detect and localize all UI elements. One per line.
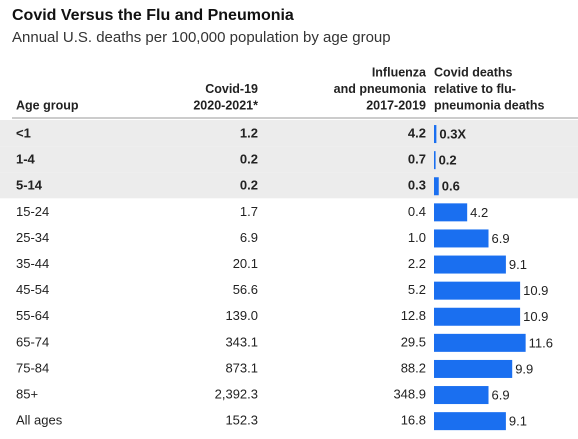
column-header: Age group bbox=[16, 98, 79, 112]
ratio-bar bbox=[434, 255, 506, 274]
ratio-label: 6.9 bbox=[492, 387, 510, 402]
flu-rate: 0.7 bbox=[408, 152, 426, 167]
row-highlight bbox=[0, 146, 578, 173]
age-group: 15-24 bbox=[16, 204, 49, 219]
age-group: 75-84 bbox=[16, 360, 49, 375]
ratio-bar bbox=[434, 281, 521, 300]
column-header: relative to flu- bbox=[434, 82, 516, 96]
covid-rate: 1.7 bbox=[240, 204, 258, 219]
age-group: 5-14 bbox=[16, 178, 43, 193]
row-highlight bbox=[0, 120, 578, 147]
flu-rate: 0.3 bbox=[408, 178, 426, 193]
column-header: Covid-19 bbox=[205, 82, 258, 96]
covid-rate: 152.3 bbox=[225, 413, 258, 428]
column-header: pneumonia deaths bbox=[434, 98, 544, 112]
title: Covid Versus the Flu and Pneumonia bbox=[12, 7, 294, 24]
flu-rate: 88.2 bbox=[401, 360, 426, 375]
flu-rate: 2.2 bbox=[408, 256, 426, 271]
ratio-bar bbox=[434, 125, 437, 144]
ratio-bar bbox=[434, 177, 439, 196]
subtitle: Annual U.S. deaths per 100,000 populatio… bbox=[12, 29, 391, 46]
ratio-bar bbox=[434, 412, 506, 431]
ratio-label: 0.2 bbox=[439, 153, 457, 168]
age-group: 45-54 bbox=[16, 282, 49, 297]
column-header: Influenza bbox=[372, 65, 427, 79]
covid-rate: 343.1 bbox=[225, 334, 258, 349]
ratio-label: 9.9 bbox=[515, 361, 533, 376]
ratio-label: 0.6 bbox=[442, 179, 460, 194]
ratio-label: 11.6 bbox=[529, 335, 553, 350]
ratio-label: 10.9 bbox=[523, 283, 548, 298]
age-group: 85+ bbox=[16, 386, 38, 401]
covid-rate: 6.9 bbox=[240, 230, 258, 245]
covid-rate: 139.0 bbox=[225, 308, 258, 323]
flu-rate: 29.5 bbox=[401, 334, 426, 349]
flu-rate: 4.2 bbox=[408, 125, 426, 140]
age-group: 25-34 bbox=[16, 230, 49, 245]
age-group: 55-64 bbox=[16, 308, 49, 323]
ratio-bar bbox=[434, 359, 513, 378]
ratio-bar bbox=[434, 151, 436, 170]
flu-rate: 16.8 bbox=[401, 413, 426, 428]
ratio-bar bbox=[434, 386, 489, 405]
column-header: Covid deaths bbox=[434, 65, 513, 79]
ratio-label: 9.1 bbox=[509, 257, 527, 272]
covid-rate: 2,392.3 bbox=[215, 386, 258, 401]
ratio-label: 9.1 bbox=[509, 414, 527, 429]
column-header: and pneumonia bbox=[334, 82, 427, 96]
flu-rate: 1.0 bbox=[408, 230, 426, 245]
age-group: All ages bbox=[16, 413, 63, 428]
age-group: 65-74 bbox=[16, 334, 49, 349]
flu-rate: 5.2 bbox=[408, 282, 426, 297]
ratio-label: 0.3X bbox=[439, 126, 466, 141]
covid-rate: 1.2 bbox=[240, 125, 258, 140]
flu-rate: 12.8 bbox=[401, 308, 426, 323]
ratio-bar bbox=[434, 229, 489, 248]
age-group: <1 bbox=[16, 125, 31, 140]
age-group: 1-4 bbox=[16, 152, 36, 167]
flu-rate: 0.4 bbox=[408, 204, 426, 219]
covid-rate: 0.2 bbox=[240, 152, 258, 167]
flu-rate: 348.9 bbox=[393, 386, 426, 401]
covid-rate: 0.2 bbox=[240, 178, 258, 193]
row-highlight bbox=[0, 172, 578, 199]
covid-rate: 56.6 bbox=[233, 282, 258, 297]
covid-rate: 20.1 bbox=[233, 256, 258, 271]
ratio-label: 6.9 bbox=[492, 231, 510, 246]
column-header: 2020-2021* bbox=[193, 98, 258, 112]
ratio-bar bbox=[434, 203, 468, 222]
ratio-label: 4.2 bbox=[470, 205, 488, 220]
covid-rate: 873.1 bbox=[225, 360, 258, 375]
column-header: 2017-2019 bbox=[366, 98, 426, 112]
age-group: 35-44 bbox=[16, 256, 49, 271]
ratio-bar bbox=[434, 333, 526, 352]
ratio-bar bbox=[434, 307, 521, 326]
ratio-label: 10.9 bbox=[523, 309, 548, 324]
